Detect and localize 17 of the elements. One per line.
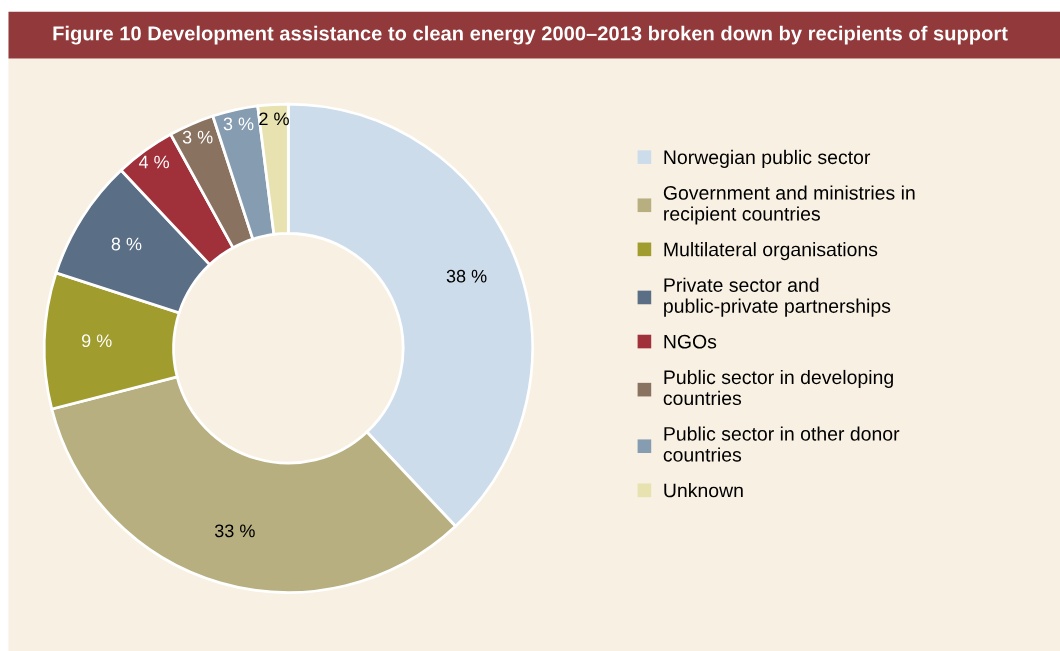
legend-label: Public sector in other donor countries xyxy=(663,426,900,462)
legend-label: Norwegian public sector xyxy=(664,149,871,168)
data-label: 3 % xyxy=(182,130,213,144)
legend-label: Private sector and public-private partnerships xyxy=(664,277,891,317)
data-label: 33 % xyxy=(214,524,255,538)
data-label: 8 % xyxy=(111,237,142,251)
data-label: 2 % xyxy=(259,112,289,126)
chart-title: Figure 10 Development assistance to clean energy 2000–2013 broken down by recipients of support xyxy=(53,25,1008,45)
data-label: 9 % xyxy=(82,334,112,348)
legend-label: Public sector in developing countries xyxy=(663,369,893,406)
legend-label: Unknown xyxy=(664,483,743,498)
data-label: 4 % xyxy=(138,155,170,169)
legend-label: Multilateral organisations xyxy=(664,242,878,261)
data-label: 3 % xyxy=(223,117,254,131)
legend-label: NGOs xyxy=(664,334,717,349)
data-label: 38 % xyxy=(446,269,487,283)
legend-label: Government and ministries in recipient countries xyxy=(663,185,915,225)
